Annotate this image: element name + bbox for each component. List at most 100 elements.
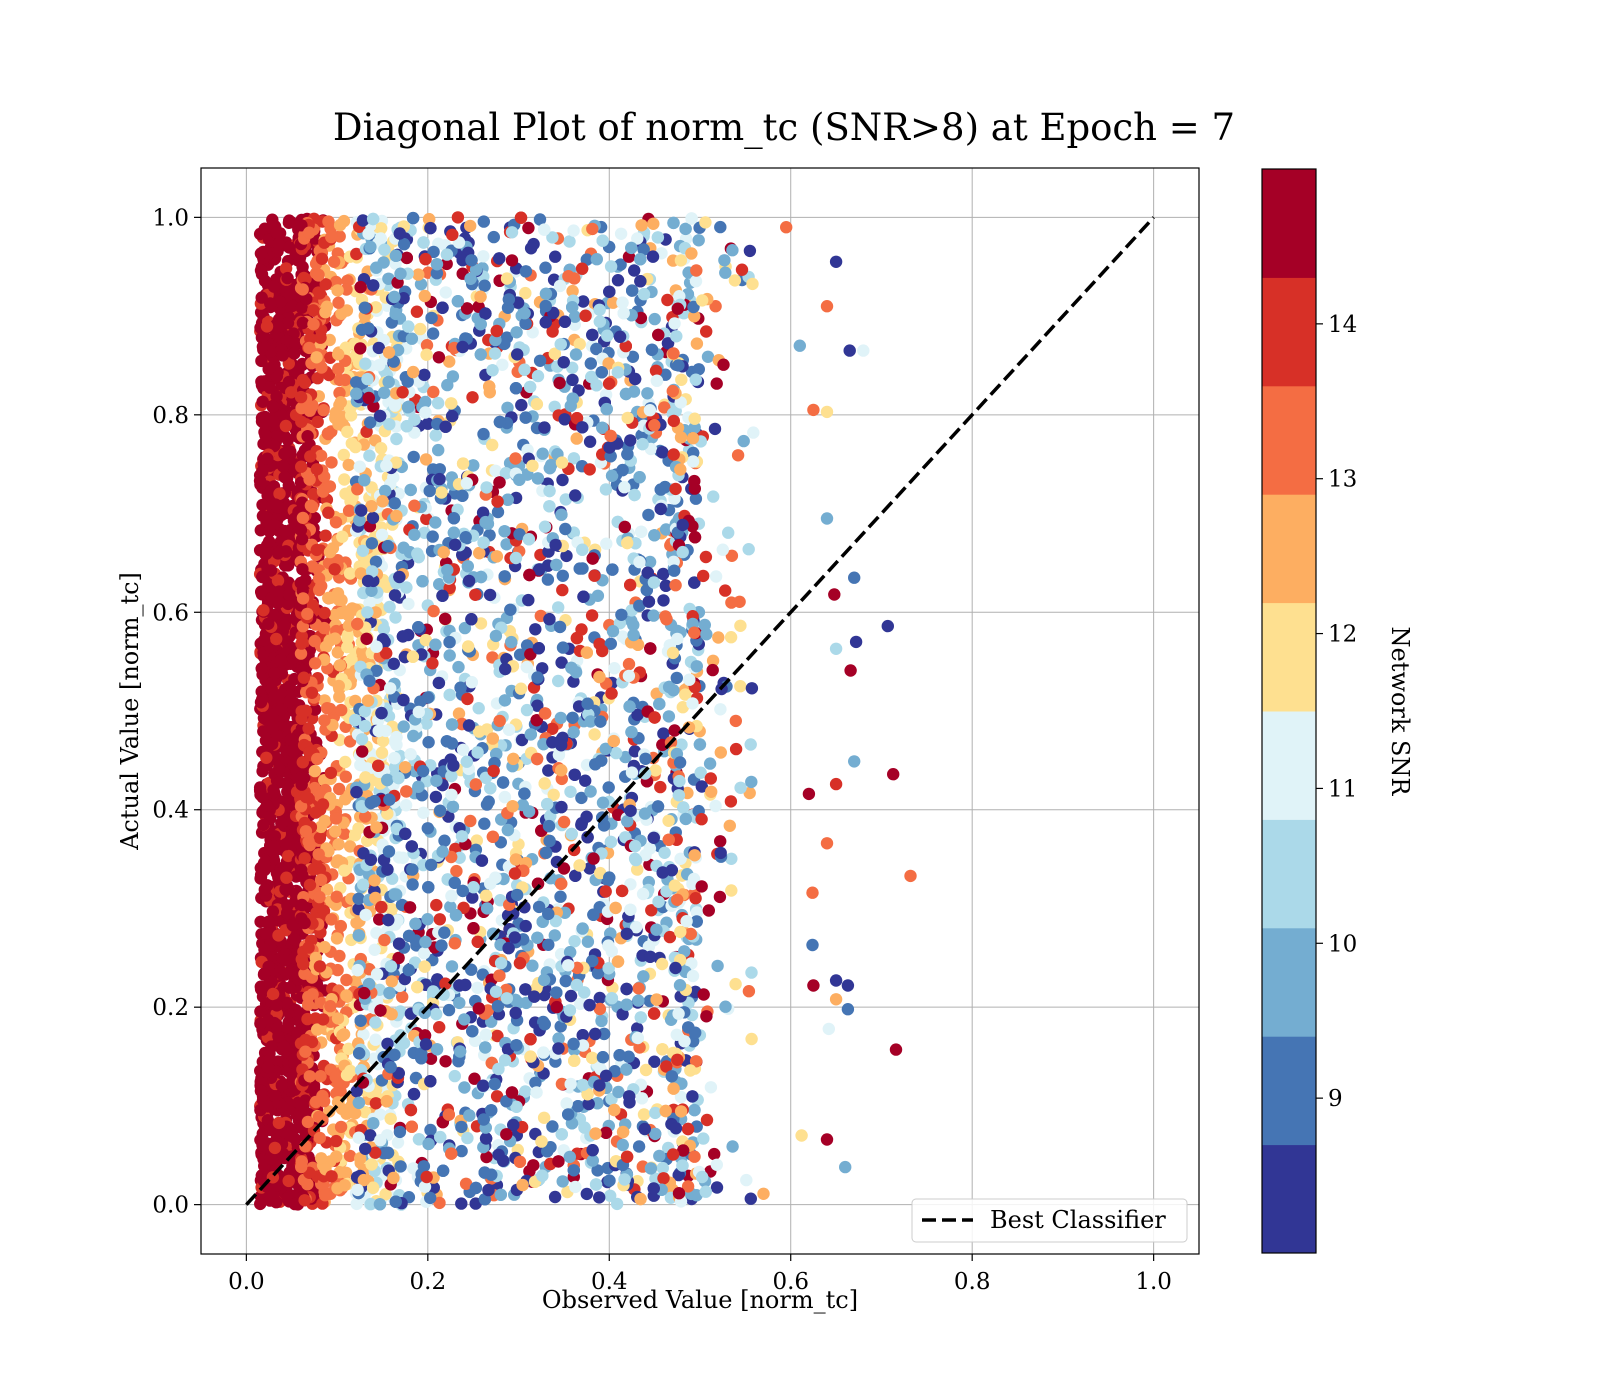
scatter-point <box>690 906 704 919</box>
scatter-point <box>610 1197 624 1211</box>
scatter-point <box>254 306 268 319</box>
scatter-point <box>325 913 338 926</box>
scatter-point <box>313 287 326 300</box>
scatter-point <box>279 419 293 433</box>
scatter-point <box>351 483 364 496</box>
scatter-point <box>311 1023 324 1036</box>
scatter-point <box>357 1028 370 1041</box>
scatter-point <box>405 332 419 345</box>
scatter-point <box>439 286 452 299</box>
scatter-point <box>365 537 379 550</box>
scatter-point <box>284 693 297 707</box>
scatter-point <box>440 257 453 271</box>
scatter-point <box>298 376 312 389</box>
scatter-point <box>657 594 670 607</box>
scatter-point <box>656 1161 669 1175</box>
scatter-point <box>260 799 273 812</box>
scatter-point <box>329 516 343 529</box>
scatter-point <box>599 483 613 496</box>
scatter-point <box>500 538 513 551</box>
scatter-point <box>389 761 402 774</box>
scatter-point <box>275 1079 288 1092</box>
scatter-point <box>370 261 383 274</box>
scatter-point <box>297 271 311 285</box>
scatter-point <box>674 1090 688 1104</box>
scatter-point <box>356 745 369 758</box>
scatter-point <box>389 456 403 469</box>
scatter-point <box>314 449 328 462</box>
scatter-point <box>489 464 502 477</box>
scatter-point <box>313 583 326 597</box>
scatter-point <box>627 618 640 632</box>
scatter-point <box>689 492 703 505</box>
scatter-point <box>279 837 293 851</box>
scatter-point <box>262 915 275 928</box>
scatter-point <box>397 720 410 733</box>
scatter-point <box>417 947 431 960</box>
scatter-point <box>273 762 286 775</box>
scatter-point <box>255 662 268 675</box>
scatter-point <box>289 337 302 350</box>
scatter-point <box>375 528 389 541</box>
scatter-point <box>459 531 472 544</box>
scatter-point <box>281 271 294 285</box>
scatter-point <box>410 305 424 318</box>
scatter-point <box>254 1017 267 1030</box>
scatter-point <box>392 487 405 500</box>
scatter-point <box>272 929 285 942</box>
scatter-point <box>333 782 346 796</box>
scatter-point <box>653 1149 666 1163</box>
scatter-point <box>556 1175 569 1188</box>
scatter-point <box>639 752 652 765</box>
scatter-point <box>590 342 603 356</box>
scatter-point <box>287 919 300 932</box>
scatter-point <box>604 260 618 273</box>
scatter-point <box>323 480 337 493</box>
scatter-point <box>404 748 417 761</box>
scatter-point <box>254 264 268 277</box>
scatter-point <box>354 342 367 355</box>
scatter-point <box>266 905 280 918</box>
scatter-point <box>303 878 317 892</box>
scatter-point <box>412 268 425 281</box>
scatter-point <box>375 746 389 759</box>
scatter-point <box>657 727 670 740</box>
scatter-point <box>369 1146 382 1159</box>
scatter-point <box>260 320 274 333</box>
scatter-point <box>264 1123 277 1137</box>
scatter-point <box>556 641 570 654</box>
scatter-point <box>388 399 402 412</box>
scatter-point <box>345 653 358 666</box>
scatter-point <box>391 1136 405 1149</box>
scatter-point <box>639 1063 653 1077</box>
scatter-point <box>432 443 445 457</box>
scatter-point <box>602 781 615 794</box>
scatter-point <box>622 1050 635 1063</box>
scatter-point <box>424 1052 438 1065</box>
scatter-point <box>278 954 292 967</box>
scatter-point <box>256 570 269 584</box>
scatter-point <box>609 746 623 760</box>
scatter-point <box>596 644 609 658</box>
scatter-point <box>464 814 477 828</box>
scatter-point <box>529 1076 542 1090</box>
scatter-point <box>414 278 428 291</box>
scatter-point <box>339 755 352 769</box>
scatter-point <box>314 1070 327 1083</box>
scatter-point <box>297 671 311 684</box>
scatter-point <box>262 485 276 498</box>
scatter-point <box>658 846 671 859</box>
scatter-point <box>657 567 670 581</box>
scatter-point <box>616 1008 629 1021</box>
scatter-point <box>690 337 704 350</box>
scatter-point <box>329 1134 343 1148</box>
scatter-point <box>590 253 603 266</box>
scatter-point <box>676 701 689 714</box>
scatter-point <box>675 373 688 386</box>
scatter-point <box>641 387 654 400</box>
scatter-point <box>298 916 311 930</box>
scatter-point <box>299 704 313 717</box>
scatter-point <box>341 425 354 438</box>
scatter-point <box>306 560 319 573</box>
scatter-point <box>477 1079 490 1092</box>
